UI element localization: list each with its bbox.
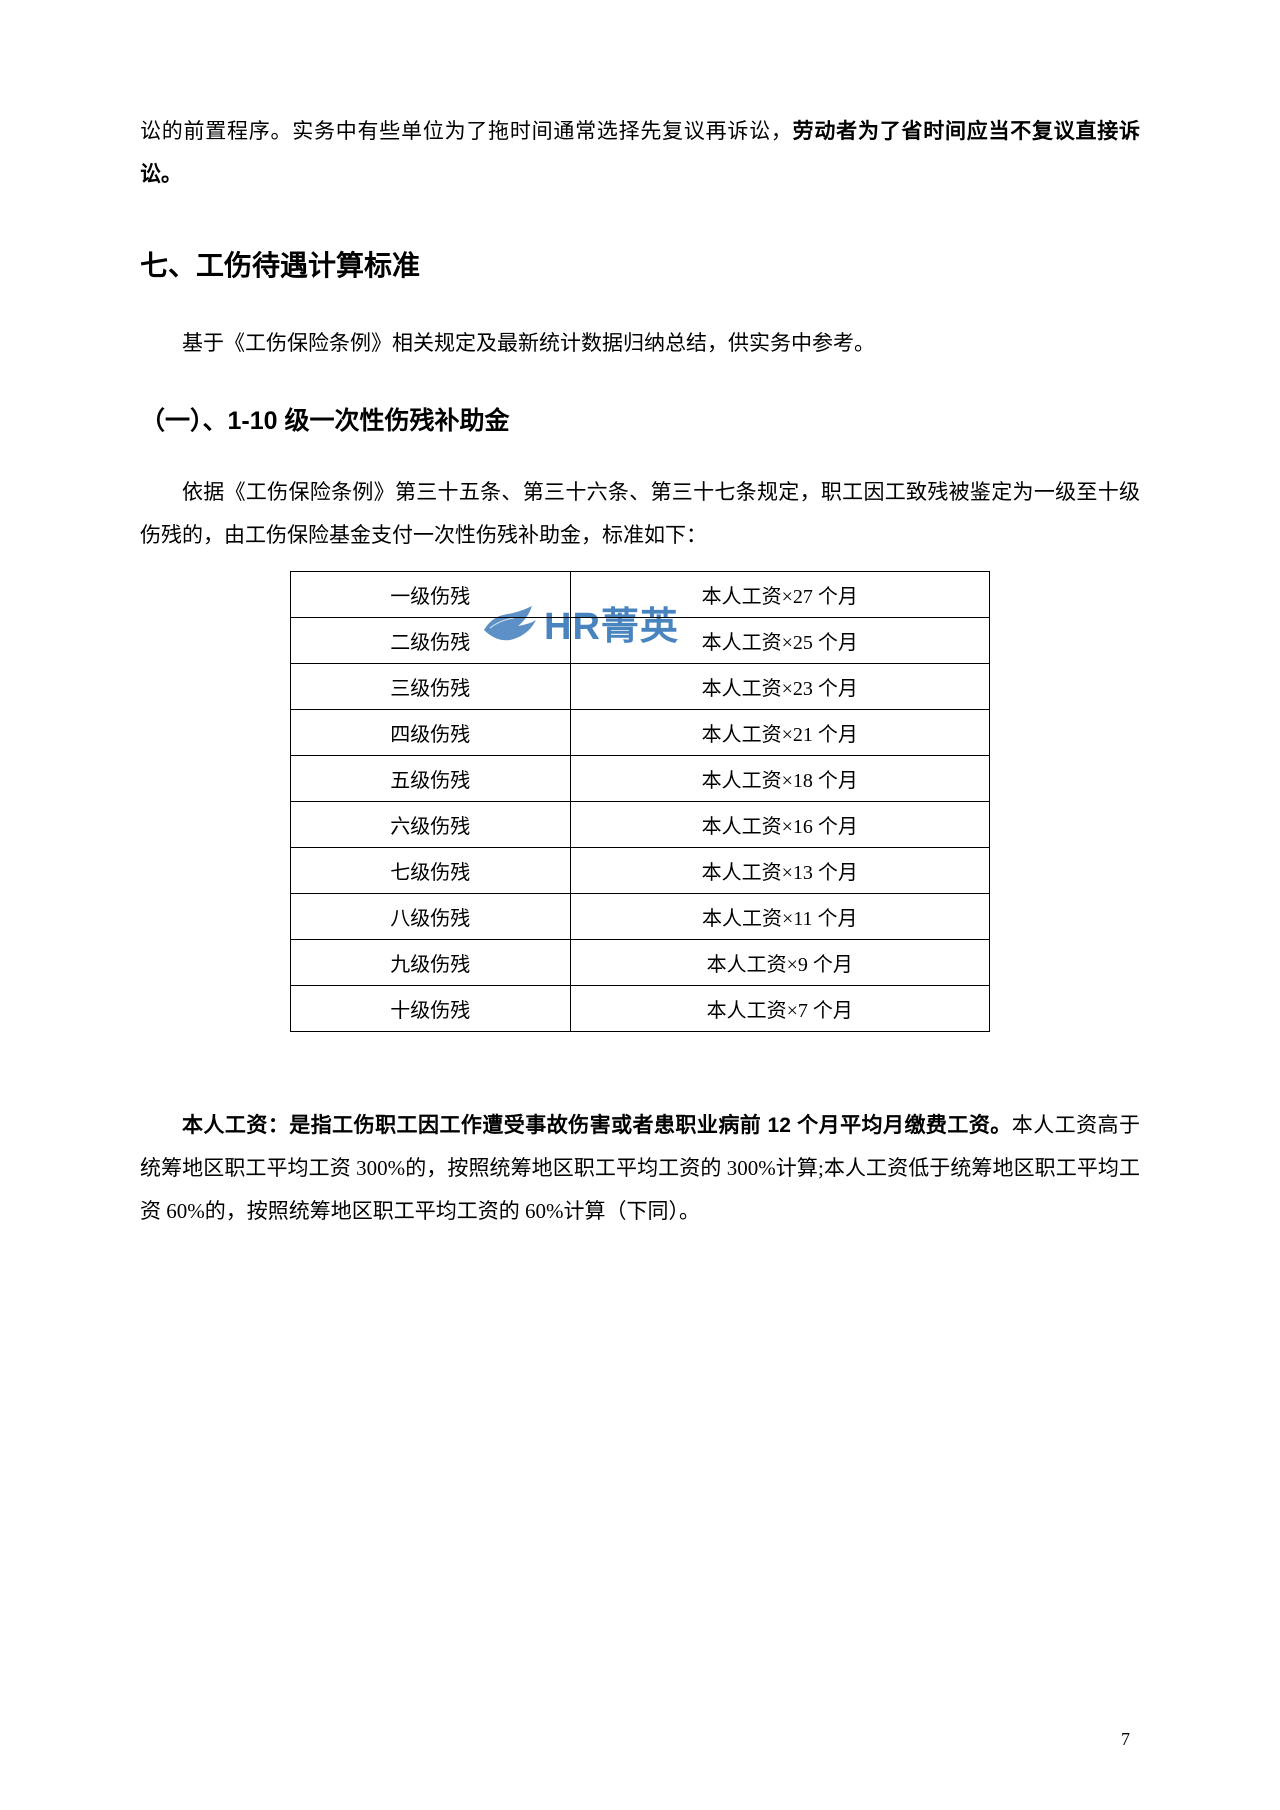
note-paragraph: 本人工资：是指工伤职工因工作遭受事故伤害或者患职业病前 12 个月平均月缴费工资…	[140, 1104, 1140, 1233]
table-row: 三级伤残本人工资×23 个月	[291, 664, 990, 710]
page-number: 7	[1121, 1729, 1130, 1750]
content: 讼的前置程序。实务中有些单位为了拖时间通常选择先复议再诉讼，劳动者为了省时间应当…	[140, 110, 1140, 1233]
note-bold: 本人工资：是指工伤职工因工作遭受事故伤害或者患职业病前 12 个月平均月缴费工资…	[182, 1114, 1012, 1137]
level-cell: 十级伤残	[291, 986, 571, 1032]
amount-cell: 本人工资×27 个月	[570, 572, 989, 618]
table-row: 八级伤残本人工资×11 个月	[291, 894, 990, 940]
amount-cell: 本人工资×13 个月	[570, 848, 989, 894]
level-cell: 三级伤残	[291, 664, 571, 710]
table-row: 五级伤残本人工资×18 个月	[291, 756, 990, 802]
amount-cell: 本人工资×23 个月	[570, 664, 989, 710]
level-cell: 七级伤残	[291, 848, 571, 894]
amount-cell: 本人工资×21 个月	[570, 710, 989, 756]
intro-pre: 讼的前置程序。实务中有些单位为了拖时间通常选择先复议再诉讼，	[140, 119, 793, 143]
table-row: 一级伤残本人工资×27 个月	[291, 572, 990, 618]
level-cell: 九级伤残	[291, 940, 571, 986]
level-cell: 六级伤残	[291, 802, 571, 848]
amount-cell: 本人工资×9 个月	[570, 940, 989, 986]
level-cell: 八级伤残	[291, 894, 571, 940]
amount-cell: 本人工资×7 个月	[570, 986, 989, 1032]
level-cell: 四级伤残	[291, 710, 571, 756]
disability-compensation-table: 一级伤残本人工资×27 个月二级伤残本人工资×25 个月三级伤残本人工资×23 …	[290, 571, 990, 1032]
level-cell: 一级伤残	[291, 572, 571, 618]
heading-7: 七、工伤待遇计算标准	[140, 244, 1140, 284]
document-page: HR菁英 讼的前置程序。实务中有些单位为了拖时间通常选择先复议再诉讼，劳动者为了…	[0, 0, 1280, 1810]
para-7-intro: 基于《工伤保险条例》相关规定及最新统计数据归纳总结，供实务中参考。	[140, 322, 1140, 365]
amount-cell: 本人工资×16 个月	[570, 802, 989, 848]
level-cell: 五级伤残	[291, 756, 571, 802]
table-row: 二级伤残本人工资×25 个月	[291, 618, 990, 664]
table-row: 九级伤残本人工资×9 个月	[291, 940, 990, 986]
para-7-1-intro: 依据《工伤保险条例》第三十五条、第三十六条、第三十七条规定，职工因工致残被鉴定为…	[140, 471, 1140, 557]
amount-cell: 本人工资×18 个月	[570, 756, 989, 802]
table-row: 十级伤残本人工资×7 个月	[291, 986, 990, 1032]
heading-7-1: （一）、1-10 级一次性伤残补助金	[140, 401, 1140, 437]
level-cell: 二级伤残	[291, 618, 571, 664]
amount-cell: 本人工资×11 个月	[570, 894, 989, 940]
table-row: 六级伤残本人工资×16 个月	[291, 802, 990, 848]
intro-paragraph: 讼的前置程序。实务中有些单位为了拖时间通常选择先复议再诉讼，劳动者为了省时间应当…	[140, 110, 1140, 196]
amount-cell: 本人工资×25 个月	[570, 618, 989, 664]
table-row: 七级伤残本人工资×13 个月	[291, 848, 990, 894]
table-row: 四级伤残本人工资×21 个月	[291, 710, 990, 756]
